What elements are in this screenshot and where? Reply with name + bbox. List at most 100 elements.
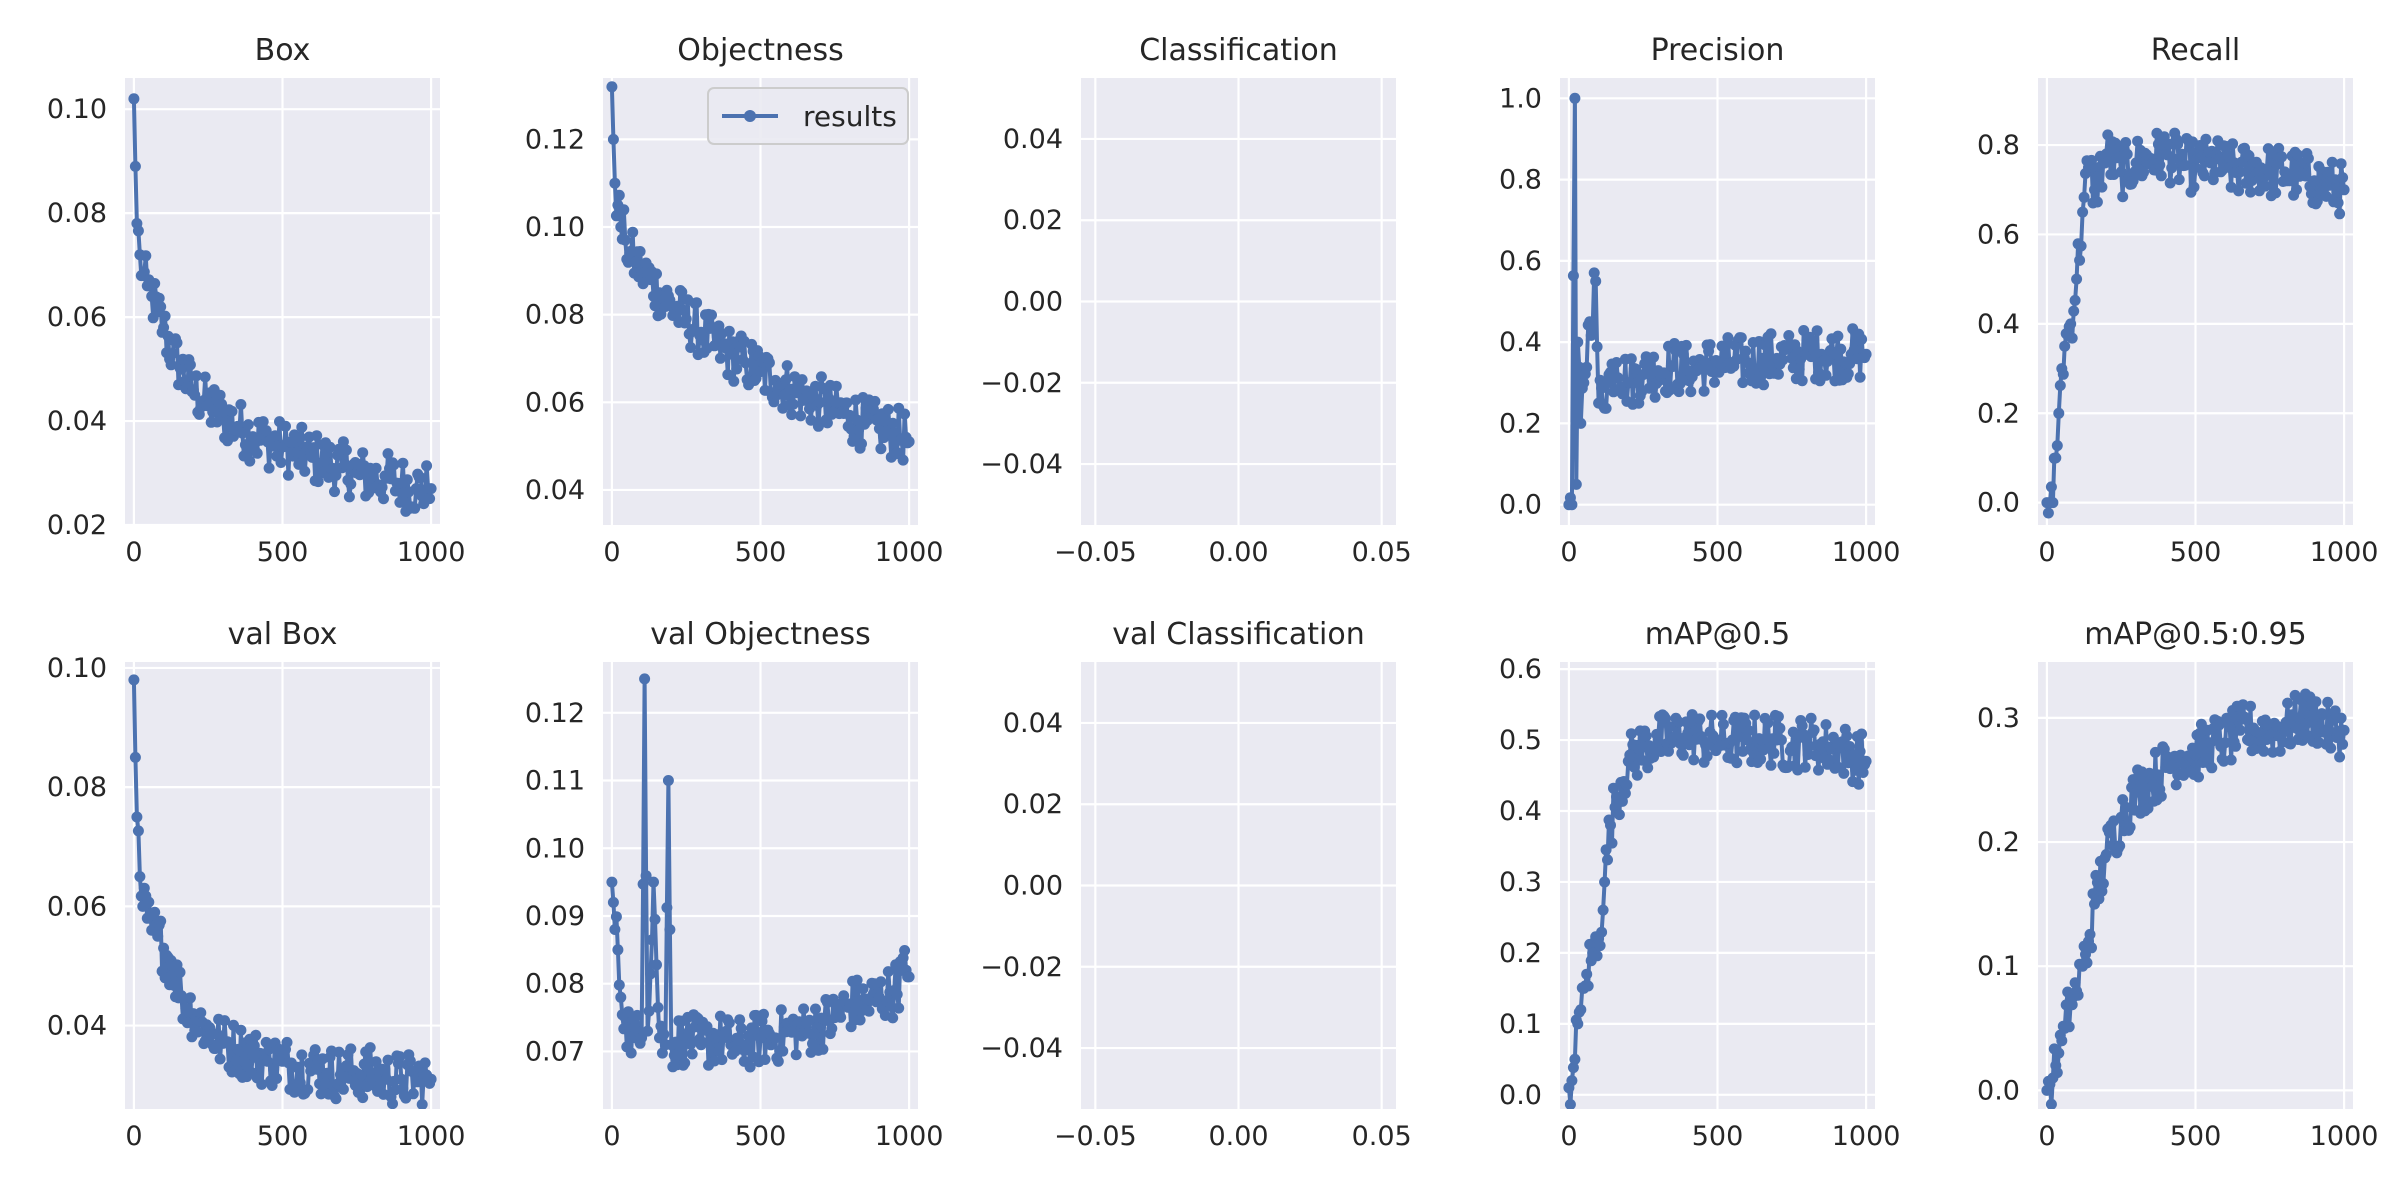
subplot-title: val Box	[228, 617, 338, 652]
data-point	[610, 210, 622, 222]
data-point	[1581, 361, 1593, 373]
data-point	[184, 992, 196, 1004]
data-point	[1649, 391, 1661, 403]
data-point	[723, 1017, 735, 1029]
data-point	[2234, 166, 2246, 178]
data-point	[236, 427, 248, 439]
data-point	[132, 825, 144, 837]
data-point	[2166, 162, 2178, 174]
data-point	[1796, 720, 1808, 732]
data-point	[1854, 746, 1866, 757]
y-tick-label: 0.3	[1977, 703, 2020, 734]
data-point	[1704, 339, 1716, 351]
y-tick-label: −0.04	[980, 1033, 1063, 1064]
data-point	[723, 325, 735, 337]
data-point	[744, 1061, 756, 1073]
series-line	[2041, 688, 2350, 1109]
data-point	[2264, 166, 2276, 178]
data-point	[2310, 696, 2322, 708]
data-point	[1564, 1099, 1576, 1109]
data-point	[379, 1064, 391, 1076]
data-point	[2213, 153, 2225, 165]
y-tick-label: 0.06	[47, 891, 107, 922]
data-point	[1619, 787, 1631, 799]
data-point	[235, 1024, 247, 1036]
data-point	[1569, 1053, 1581, 1065]
data-point	[388, 459, 400, 471]
data-point	[2071, 273, 2083, 285]
data-point	[875, 443, 887, 455]
data-point	[251, 447, 263, 459]
data-point	[2337, 172, 2349, 184]
data-point	[1625, 353, 1637, 365]
data-point	[1854, 371, 1866, 383]
data-point	[250, 1029, 262, 1041]
data-point	[2308, 175, 2320, 187]
y-tick-label: 0.04	[1003, 124, 1063, 155]
data-point	[2200, 133, 2212, 145]
data-point	[1581, 968, 1593, 980]
data-point	[214, 389, 226, 401]
data-point	[1631, 769, 1643, 781]
data-point	[2326, 156, 2338, 168]
subplot-title: val Classification	[1112, 617, 1365, 652]
data-point	[728, 375, 740, 387]
data-point	[195, 1007, 207, 1019]
data-point	[1590, 275, 1602, 287]
data-point	[755, 366, 766, 378]
data-point	[2243, 735, 2255, 747]
data-point	[2325, 742, 2337, 754]
data-point	[2270, 187, 2282, 199]
data-point	[1741, 734, 1753, 746]
data-point	[613, 979, 625, 991]
data-point	[238, 1055, 250, 1067]
data-point	[1848, 344, 1860, 356]
data-point	[897, 454, 909, 466]
data-point	[226, 405, 238, 417]
data-point	[329, 486, 340, 498]
y-tick-label: 0.10	[525, 212, 585, 243]
data-point	[2072, 989, 2084, 1001]
x-tick-label: 0.00	[1208, 1121, 1268, 1152]
data-point	[1823, 754, 1835, 766]
data-point	[1575, 417, 1587, 429]
x-tick-label: −0.05	[1054, 1121, 1137, 1152]
data-point	[168, 979, 180, 991]
data-point	[2138, 167, 2149, 178]
data-point	[1709, 376, 1720, 388]
data-point	[891, 447, 903, 459]
data-point	[1793, 363, 1805, 375]
data-point	[615, 221, 627, 233]
data-point	[676, 286, 688, 298]
data-point	[1765, 328, 1777, 340]
data-point	[787, 398, 799, 410]
data-point	[642, 1025, 654, 1037]
data-point	[2045, 1098, 2057, 1109]
data-point	[1588, 267, 1600, 279]
data-point	[1625, 728, 1637, 740]
data-point	[662, 775, 674, 786]
x-tick-label: 0	[125, 537, 142, 568]
data-point	[609, 924, 621, 935]
data-point	[1768, 747, 1780, 759]
data-point	[1737, 377, 1749, 389]
data-point	[2322, 166, 2334, 178]
data-point	[424, 493, 436, 505]
data-point	[619, 234, 631, 246]
data-point	[345, 478, 357, 490]
data-point	[1842, 757, 1854, 769]
subplot-title: Classification	[1139, 33, 1338, 68]
data-point	[2130, 786, 2142, 798]
data-point	[741, 1044, 753, 1056]
data-point	[670, 1036, 682, 1048]
data-point	[268, 1064, 280, 1076]
data-point	[1701, 750, 1713, 762]
data-point	[1570, 478, 1582, 490]
data-point	[607, 133, 619, 145]
data-point	[378, 493, 389, 505]
data-point	[1631, 377, 1643, 389]
data-point	[1820, 719, 1832, 731]
data-point	[1765, 759, 1777, 771]
data-point	[649, 913, 661, 925]
data-point	[651, 268, 662, 280]
